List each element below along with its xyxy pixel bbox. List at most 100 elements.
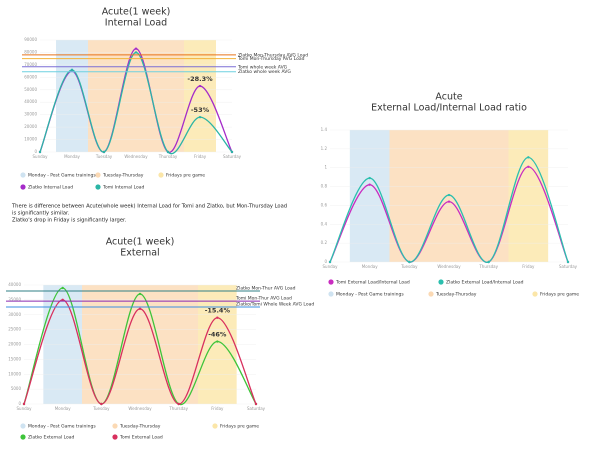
reference-label: Tomi Mon-Thursday AVG Load [237,56,305,62]
point [134,51,138,54]
point [198,84,202,88]
legend-swatch [328,291,334,297]
legend-swatch [328,279,334,285]
point [22,402,26,406]
note-line: is significantly similar. [12,211,70,217]
y-tick-label: 50000 [24,87,37,92]
x-tick-label: Thursday [158,154,178,159]
y-tick-label: 0.2 [321,240,328,245]
point [61,298,64,302]
x-tick-label: Saturday [223,154,242,159]
chart-title: External Load/Internal Load ratio [371,103,527,114]
y-tick-label: 5000 [11,386,22,391]
x-tick-label: Sunday [17,406,33,411]
legend-label: Monday - Post Game trainings [336,292,404,298]
note-line: Zlatko's drop in Friday is significantly… [12,218,127,224]
x-tick-label: Friday [211,406,224,411]
legend-swatch [428,291,434,297]
point [328,260,332,264]
point [38,150,42,154]
legend-label: Fridays pre game [220,424,259,430]
day-band [88,40,184,152]
reference-label: Zlatko Mon-Thursday AVG Load [238,52,308,58]
legend-label: Tomi External Load [119,435,163,441]
legend-swatch [20,434,26,440]
legend-label: Tuesday-Thursday [435,292,477,298]
point [216,340,219,343]
day-band [184,40,216,152]
point [198,115,202,119]
point [527,156,530,159]
chart-title: Internal Load [105,18,167,29]
legend-label: Monday - Post Game trainings [28,424,96,430]
point [134,47,138,50]
x-tick-label: Thursday [168,406,188,411]
x-tick-label: Tuesday [92,406,110,411]
x-tick-label: Saturday [247,406,266,411]
y-tick-label: 20000 [24,124,37,129]
point [166,150,170,154]
y-tick-label: 90000 [24,37,37,42]
y-tick-label: 0.6 [321,202,328,207]
legend-swatch [112,434,118,440]
y-tick-label: 10000 [24,137,37,142]
reference-label: Zlatko/Tomi Whole Week AVG Load [236,302,314,308]
point [138,292,142,296]
point [527,165,530,168]
chart-title: Acute(1 week) [106,237,175,248]
legend-swatch [438,279,444,285]
y-tick-label: 60000 [24,74,37,79]
legend-swatch [20,184,26,190]
legend-swatch [212,423,218,429]
legend-label: Zlatko Internal Load [28,185,73,191]
x-tick-label: Sunday [323,264,339,269]
y-tick-label: 0 [18,401,21,406]
legend-label: Monday - Post Game trainings [28,173,96,179]
x-tick-label: Wednesday [124,154,148,159]
x-tick-label: Monday [64,154,80,159]
chart-title: Acute(1 week) [102,7,171,18]
y-tick-label: 15000 [8,356,21,361]
point [566,260,570,264]
y-tick-label: 70000 [24,62,37,67]
point [230,150,234,154]
y-tick-label: 0.8 [321,184,328,189]
x-tick-label: Friday [522,264,535,269]
point [487,260,490,264]
y-tick-label: 0 [324,259,327,264]
legend-label: Tomi Internal Load [102,185,145,191]
x-tick-label: Tuesday [400,264,418,269]
x-tick-label: Saturday [559,264,578,269]
legend-label: Tuesday-Thursday [119,424,161,430]
x-tick-label: Tuesday [95,154,113,159]
point [447,193,451,197]
y-tick-label: 30000 [8,312,21,317]
point [61,286,64,290]
x-tick-label: Wednesday [437,264,461,269]
annotation: -15.4% [205,307,231,315]
point [254,402,258,406]
point [447,200,451,203]
x-tick-label: Monday [55,406,71,411]
reference-label: Tomi whole week AVG [237,64,288,70]
legend-swatch [158,172,164,178]
legend-label: Tomi External Load/Internal Load [335,280,410,286]
y-tick-label: 35000 [8,297,21,302]
annotation: -53% [191,106,210,114]
legend-swatch [95,184,101,190]
y-tick-label: 40000 [8,282,21,287]
y-tick-label: 40000 [24,99,37,104]
y-tick-label: 0.4 [321,221,328,226]
y-tick-label: 30000 [24,112,37,117]
y-tick-label: 0 [34,149,37,154]
y-tick-label: 25000 [8,327,21,332]
legend-swatch [20,423,26,429]
reference-label: Tomi Mon-Thur AVG Load [235,296,292,302]
y-tick-label: 1.4 [321,127,328,132]
annotation: -28.3% [187,75,213,83]
legend-label: Zlatko External Load [28,435,75,441]
y-tick-label: 80000 [24,49,37,54]
point [100,402,103,406]
point [70,68,74,72]
